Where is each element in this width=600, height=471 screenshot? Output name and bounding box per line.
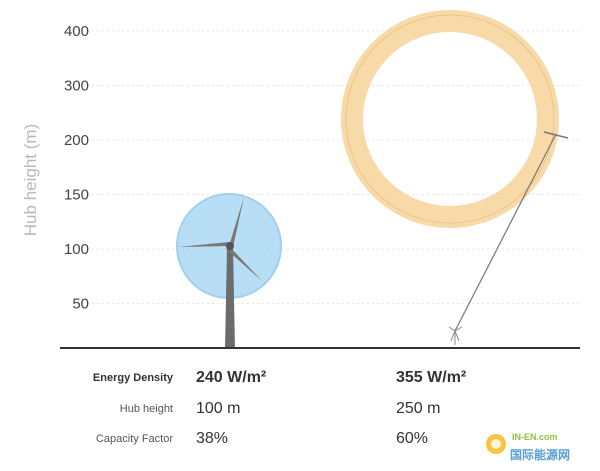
small-energy-density: 240 W/m² — [196, 369, 266, 386]
large-rotor-inner-line — [345, 14, 555, 224]
small-hub-height: 100 m — [196, 400, 240, 417]
large-turbine-tower — [454, 133, 557, 332]
row-label-capacity-factor: Capacity Factor — [96, 433, 173, 445]
y-tick-400: 400 — [64, 23, 89, 40]
row-label-energy-density: Energy Density — [93, 372, 174, 384]
small-capacity-factor: 38% — [196, 430, 228, 447]
in-en-logo: IN-EN.com 国际能源网 — [486, 432, 570, 462]
comparison-table: Energy Density Hub height Capacity Facto… — [93, 369, 466, 447]
small-turbine-blade-up — [229, 197, 244, 247]
small-turbine-blade-down — [226, 246, 262, 281]
large-turbine-small-icon — [448, 326, 463, 345]
logo-text-cn: 国际能源网 — [510, 447, 570, 462]
small-turbine-blade-left — [178, 242, 229, 247]
large-rotor-ring — [341, 10, 559, 228]
y-tick-300: 300 — [64, 78, 89, 95]
turbine-large — [341, 10, 569, 345]
small-turbine-hub — [226, 242, 234, 250]
logo-text-en: IN-EN.com — [512, 432, 558, 442]
large-energy-density: 355 W/m² — [396, 369, 466, 386]
small-turbine-tower — [225, 248, 235, 348]
y-tick-150: 150 — [64, 187, 89, 204]
gridlines — [92, 30, 580, 304]
y-axis-ticks: 400 300 200 150 100 50 — [64, 23, 89, 313]
y-tick-200: 200 — [64, 132, 89, 149]
turbine-small — [176, 193, 282, 348]
large-capacity-factor: 60% — [396, 430, 428, 447]
y-axis-title: Hub height (m) — [21, 124, 40, 236]
logo-sun-core-icon — [491, 439, 501, 449]
row-label-hub-height: Hub height — [120, 403, 173, 415]
y-tick-50: 50 — [72, 296, 89, 313]
large-hub-height: 250 m — [396, 400, 440, 417]
large-turbine-nacelle — [543, 131, 569, 139]
y-tick-100: 100 — [64, 241, 89, 258]
